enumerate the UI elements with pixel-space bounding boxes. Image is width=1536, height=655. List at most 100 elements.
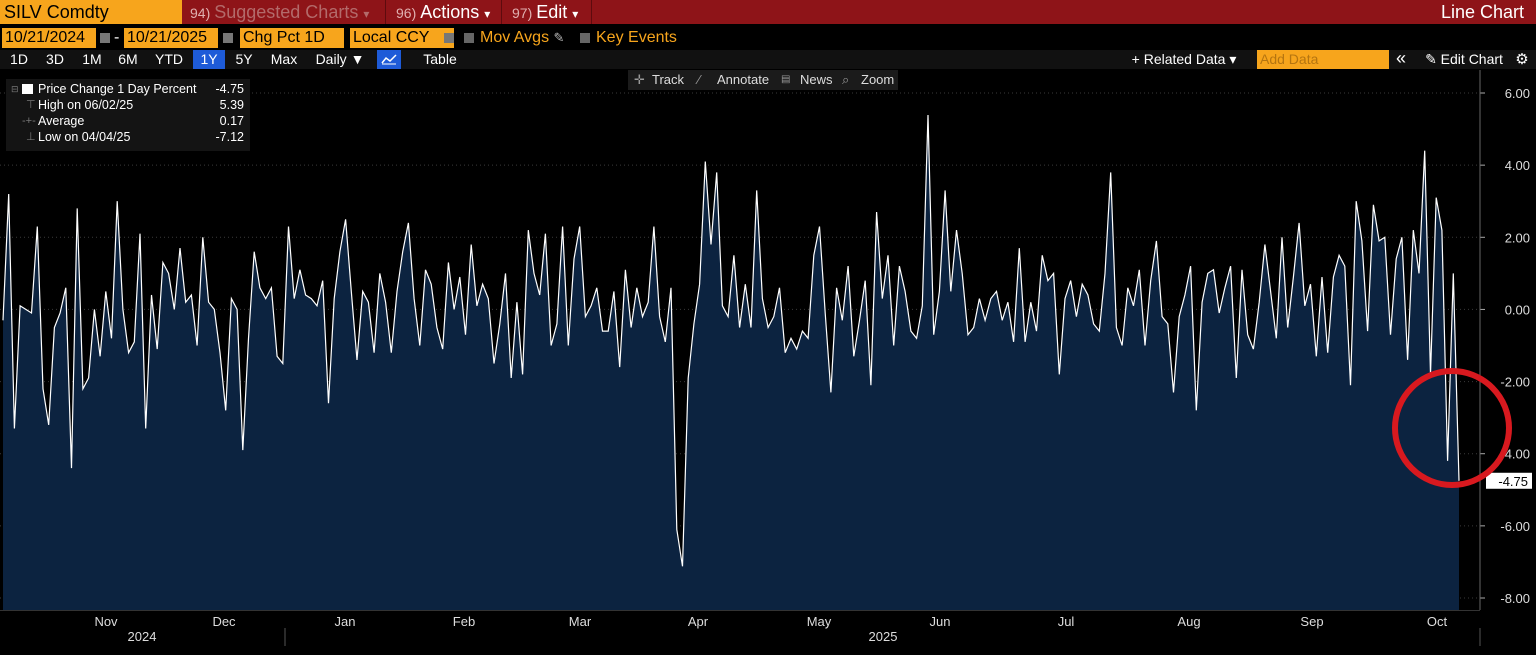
chevron-down-icon: ▾ xyxy=(572,7,579,21)
year-label: 2024 xyxy=(128,629,157,644)
frequency-select[interactable]: Daily ▼ xyxy=(315,51,365,67)
calendar-icon[interactable] xyxy=(100,32,110,43)
high-marker-icon: ⊤ xyxy=(26,99,36,111)
line-chart-icon[interactable] xyxy=(377,50,401,69)
legend-high-value: 5.39 xyxy=(219,98,244,112)
legend-average-value: 0.17 xyxy=(219,114,244,128)
zoom-button[interactable]: Zoom xyxy=(861,72,895,87)
actions-number: 96) xyxy=(396,5,417,21)
year-label: 2025 xyxy=(869,629,898,644)
title-bar: SILV Comdty 94) Suggested Charts ▾ 96) Act… xyxy=(0,0,1536,24)
legend-panel: ⊟ Price Change 1 Day Percent -4.75 ⊤ Hig… xyxy=(6,79,250,151)
period-5y[interactable]: 5Y xyxy=(235,51,253,67)
calendar-icon[interactable] xyxy=(223,32,233,43)
edit-chart-button[interactable]: ✎ Edit Chart xyxy=(1425,51,1503,67)
end-date-field[interactable]: 10/21/2025 xyxy=(124,28,218,48)
legend-low-value: -7.12 xyxy=(215,130,245,144)
x-tick-label: Sep xyxy=(1300,614,1323,629)
y-tick-label: 4.00 xyxy=(1505,158,1530,173)
field-select[interactable]: Chg Pct 1D xyxy=(240,28,344,48)
collapse-icon[interactable]: « xyxy=(1395,48,1406,68)
legend-low-label: Low on 04/04/25 xyxy=(38,130,131,144)
x-tick-label: Mar xyxy=(569,614,592,629)
mov-avgs-label: Mov Avgs xyxy=(480,29,550,46)
add-data-input[interactable]: Add Data xyxy=(1257,50,1389,69)
x-tick-label: Jul xyxy=(1058,614,1075,629)
period-bar: 1D 3D 1M 6M YTD 1Y 5Y Max Daily ▼ Table … xyxy=(0,48,1536,69)
period-1y[interactable]: 1Y xyxy=(193,50,225,69)
y-tick-label: -4.00 xyxy=(1500,447,1530,462)
y-tick-label: -2.00 xyxy=(1500,375,1530,390)
legend-average-label: Average xyxy=(38,114,85,128)
currency-select[interactable]: Local CCY xyxy=(350,28,454,48)
period-3d[interactable]: 3D xyxy=(46,51,64,67)
annotate-button[interactable]: Annotate xyxy=(717,72,770,87)
key-events-label: Key Events xyxy=(596,29,677,46)
y-tick-label: -6.00 xyxy=(1500,519,1530,534)
legend-series-name: Price Change 1 Day Percent xyxy=(38,82,197,96)
legend-high-label: High on 06/02/25 xyxy=(38,98,134,112)
last-value-label: -4.75 xyxy=(1498,474,1528,489)
period-6m[interactable]: 6M xyxy=(118,51,138,67)
legend-last-value: -4.75 xyxy=(215,82,245,96)
actions-label: Actions xyxy=(420,2,480,22)
suggested-charts-number: 94) xyxy=(190,5,211,21)
suggested-charts-label: Suggested Charts xyxy=(214,2,359,22)
news-button[interactable]: News xyxy=(800,72,833,87)
x-axis-baseline xyxy=(0,610,1480,611)
chart-type-title: Line Chart xyxy=(1440,2,1524,22)
highlight-circle xyxy=(1392,368,1512,488)
news-icon: ▤ xyxy=(781,74,791,85)
annotate-icon: ⁄ xyxy=(698,72,701,87)
track-icon: ✛ xyxy=(634,72,645,87)
average-marker-icon: -+- xyxy=(22,115,36,127)
x-tick-label: Feb xyxy=(453,614,475,629)
key-events-toggle[interactable]: Key Events xyxy=(580,28,677,48)
edit-menu[interactable]: 97) Edit ▾ xyxy=(508,0,592,24)
period-max[interactable]: Max xyxy=(270,51,298,67)
pencil-icon[interactable]: ✎ xyxy=(553,30,565,45)
chart-tools: ✛ Track ⁄ Annotate ▤ News ⌕ Zoom xyxy=(628,70,898,90)
suggested-charts-menu[interactable]: 94) Suggested Charts ▾ xyxy=(186,0,386,24)
last-value-tag xyxy=(1486,472,1532,489)
checkbox-icon[interactable] xyxy=(464,32,474,43)
track-button[interactable]: Track xyxy=(652,72,685,87)
chevron-down-icon: ▾ xyxy=(484,7,491,21)
collapse-box-icon[interactable]: ⊟ xyxy=(11,84,19,94)
start-date-field[interactable]: 10/21/2024 xyxy=(2,28,96,48)
period-1d[interactable]: 1D xyxy=(10,51,28,67)
x-tick-label: Oct xyxy=(1427,614,1448,629)
x-tick-label: Jun xyxy=(930,614,951,629)
x-tick-label: Dec xyxy=(212,614,236,629)
period-1m[interactable]: 1M xyxy=(82,51,102,67)
x-tick-label: Jan xyxy=(335,614,356,629)
zoom-icon: ⌕ xyxy=(842,72,850,87)
y-tick-label: 0.00 xyxy=(1505,302,1530,317)
dropdown-icon[interactable] xyxy=(444,32,454,43)
y-tick-label: 6.00 xyxy=(1505,86,1530,101)
low-marker-icon: ⊥ xyxy=(26,131,36,143)
ticker-field[interactable]: SILV Comdty xyxy=(0,0,182,24)
period-ytd[interactable]: YTD xyxy=(155,51,183,67)
x-tick-label: May xyxy=(807,614,832,629)
actions-menu[interactable]: 96) Actions ▾ xyxy=(392,0,502,24)
y-tick-label: -8.00 xyxy=(1500,591,1530,606)
gear-icon[interactable]: ⚙ xyxy=(1515,51,1529,68)
chevron-down-icon: ▾ xyxy=(363,7,370,21)
checkbox-icon[interactable] xyxy=(580,32,590,43)
series-line xyxy=(2,114,1460,567)
related-data-menu[interactable]: + Related Data ▾ xyxy=(1131,51,1237,67)
date-separator: - xyxy=(114,29,120,46)
series-area xyxy=(3,115,1459,610)
table-button[interactable]: Table xyxy=(423,51,457,67)
x-tick-label: Aug xyxy=(1177,614,1200,629)
x-tick-label: Nov xyxy=(94,614,118,629)
x-tick-label: Apr xyxy=(688,614,709,629)
series-marker xyxy=(22,84,33,94)
edit-number: 97) xyxy=(512,5,533,21)
edit-label: Edit xyxy=(536,2,568,22)
y-tick-label: 2.00 xyxy=(1505,230,1530,245)
mov-avgs-toggle[interactable]: Mov Avgs ✎ xyxy=(464,28,564,48)
parameter-bar: 10/21/2024 - 10/21/2025 Chg Pct 1D Local… xyxy=(0,28,1536,48)
